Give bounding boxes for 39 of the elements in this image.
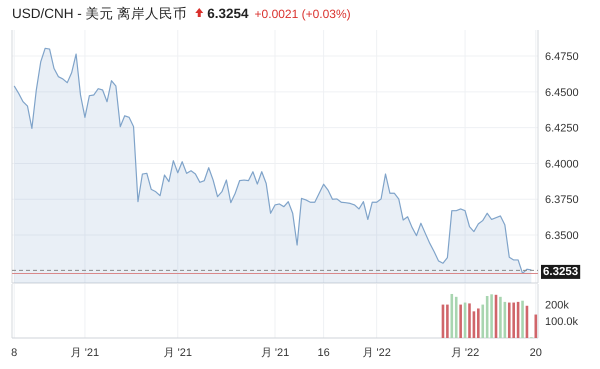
bar [459, 304, 462, 338]
y-tick-label: 6.3750 [545, 194, 579, 206]
bar [504, 302, 506, 338]
bar [516, 302, 520, 338]
bar [490, 294, 493, 338]
x-tick-label: 月 '22 [362, 347, 391, 359]
text: +0.0021 (+0.03%) [254, 7, 351, 21]
y-tick-label: 6.4500 [545, 86, 579, 99]
y-tick-label: 100.0k [545, 316, 579, 328]
bar [454, 296, 458, 338]
bar [486, 296, 488, 338]
x-tick-label: 20 [530, 347, 542, 359]
bar [512, 302, 515, 338]
y-tick-label: 6.4250 [545, 122, 579, 135]
bar [526, 306, 528, 338]
bar [442, 304, 444, 338]
bar [534, 314, 538, 338]
y-tick-label: 200k [545, 299, 570, 312]
x-tick-label: 16 [317, 347, 330, 359]
bar [468, 303, 471, 338]
y-tick-label: 6.3500 [545, 230, 579, 242]
bar [450, 294, 454, 338]
ref-line-label: 6.3253 [543, 266, 578, 278]
bar [494, 294, 498, 338]
chart-title: USD/CNH - 美元 离岸人民币 [12, 6, 188, 21]
x-tick-label: 8 [11, 347, 18, 359]
bar [521, 300, 524, 338]
text: 6.3254 [207, 6, 250, 21]
bar [477, 308, 480, 338]
x-tick-label: 月 '21 [164, 347, 192, 359]
x-tick-label: 月 '21 [260, 347, 290, 359]
bar [499, 296, 502, 338]
y-tick-label: 6.4750 [545, 51, 579, 64]
bar [464, 302, 466, 338]
x-tick-label: 月 '21 [70, 347, 100, 359]
bar [508, 302, 511, 338]
y-tick-label: 6.4000 [545, 158, 579, 170]
bar [481, 304, 484, 338]
x-tick-label: 月 '22 [450, 347, 480, 359]
